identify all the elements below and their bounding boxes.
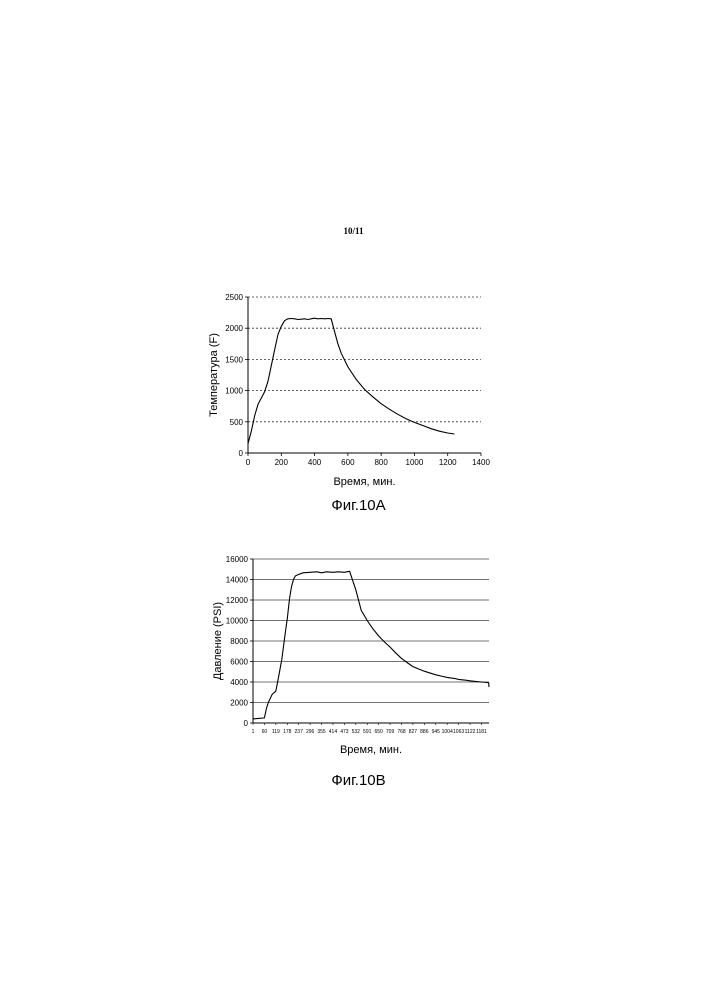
x-tick-label: 178 [283, 729, 292, 735]
x-tick-label: 591 [363, 729, 372, 735]
y-tick-label: 16000 [226, 555, 249, 564]
x-tick-label: 1181 [476, 729, 487, 735]
y-tick-label: 8000 [230, 637, 248, 646]
y-tick-label: 14000 [226, 576, 249, 585]
y-tick-label: 12000 [226, 596, 249, 605]
y-tick-label: 6000 [230, 658, 248, 667]
y-tick-label: 4000 [230, 678, 248, 687]
x-tick-label: 768 [397, 729, 406, 735]
x-tick-label: 1004 [442, 729, 453, 735]
y-tick-label: 0 [244, 719, 249, 728]
x-tick-label: 532 [352, 729, 361, 735]
figure-caption-10b: Фиг.10B [5, 772, 707, 789]
x-tick-label: 827 [409, 729, 418, 735]
y-tick-label: 10000 [226, 617, 249, 626]
x-tick-label: 1 [252, 729, 255, 735]
x-tick-label: 1122 [465, 729, 476, 735]
y-tick-label: 2000 [230, 699, 248, 708]
x-tick-label: 650 [374, 729, 383, 735]
x-tick-label: 296 [306, 729, 315, 735]
x-tick-label: 237 [295, 729, 304, 735]
x-tick-label: 355 [317, 729, 326, 735]
x-tick-label: 945 [432, 729, 441, 735]
x-tick-label: 414 [329, 729, 338, 735]
y-axis-title: Давление (PSI) [212, 602, 224, 680]
x-tick-label: 60 [262, 729, 268, 735]
x-axis-title: Время, мин. [340, 744, 402, 756]
figure-caption-10a: Фиг.10А [5, 497, 707, 514]
x-tick-label: 119 [272, 729, 280, 735]
x-tick-label: 709 [386, 729, 395, 735]
x-tick-label: 1063 [453, 729, 464, 735]
x-tick-label: 886 [420, 729, 429, 735]
x-tick-label: 473 [340, 729, 349, 735]
pressure-series-line [253, 571, 489, 719]
